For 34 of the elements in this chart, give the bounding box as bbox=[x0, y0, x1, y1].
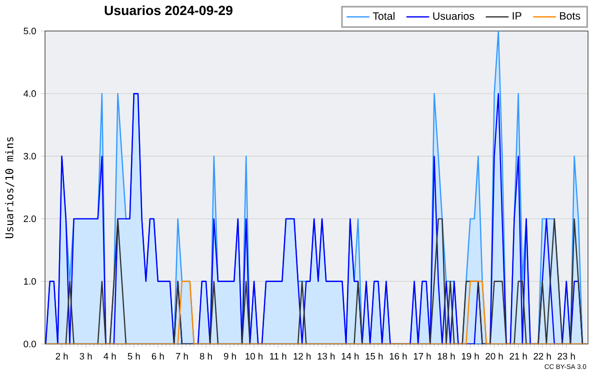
y-tick-label: 3.0 bbox=[24, 152, 36, 160]
x-tick-label: 3 h bbox=[80, 352, 92, 360]
x-tick-label: 8 h bbox=[200, 352, 212, 360]
legend-label: Usuarios bbox=[433, 12, 474, 20]
x-tick-label: 6 h bbox=[152, 352, 164, 360]
y-tick-label: 1.0 bbox=[24, 278, 36, 285]
x-tick-label: 4 h bbox=[104, 352, 116, 360]
y-axis-title: Usuarios/10 mins bbox=[5, 137, 14, 238]
x-tick-label: 7 h bbox=[176, 352, 188, 360]
x-tick-label: 20 h bbox=[486, 352, 503, 360]
x-tick-label: 5 h bbox=[128, 352, 140, 360]
x-tick-label: 14 h bbox=[342, 352, 359, 360]
y-tick-label: 5.0 bbox=[24, 28, 36, 34]
x-tick-label: 10 h bbox=[246, 352, 262, 360]
y-tick-label: 2.0 bbox=[24, 216, 36, 222]
x-tick-label: 12 h bbox=[294, 352, 311, 360]
x-tick-label: 15 h bbox=[366, 352, 383, 360]
legend-label: Total bbox=[372, 12, 394, 20]
x-tick-label: 16 h bbox=[390, 352, 407, 360]
x-tick-label: 9 h bbox=[224, 352, 236, 360]
chart-title: Usuarios 2024-09-29 bbox=[104, 5, 232, 16]
y-tick-label: 0.0 bbox=[24, 340, 36, 348]
x-tick-label: 2 h bbox=[56, 352, 68, 360]
x-tick-label: 11 h bbox=[270, 352, 286, 360]
y-tick-label: 4.0 bbox=[24, 90, 36, 97]
x-tick-label: 23 h bbox=[558, 352, 575, 360]
x-tick-label: 13 h bbox=[318, 352, 335, 360]
x-tick-label: 17 h bbox=[414, 352, 431, 360]
x-tick-label: 18 h bbox=[438, 352, 455, 360]
x-tick-label: 22 h bbox=[534, 352, 551, 360]
legend-label: IP bbox=[512, 12, 522, 20]
x-tick-label: 19 h bbox=[462, 352, 479, 360]
x-tick-label: 21 h bbox=[510, 352, 527, 360]
legend-label: Bots bbox=[560, 12, 580, 20]
